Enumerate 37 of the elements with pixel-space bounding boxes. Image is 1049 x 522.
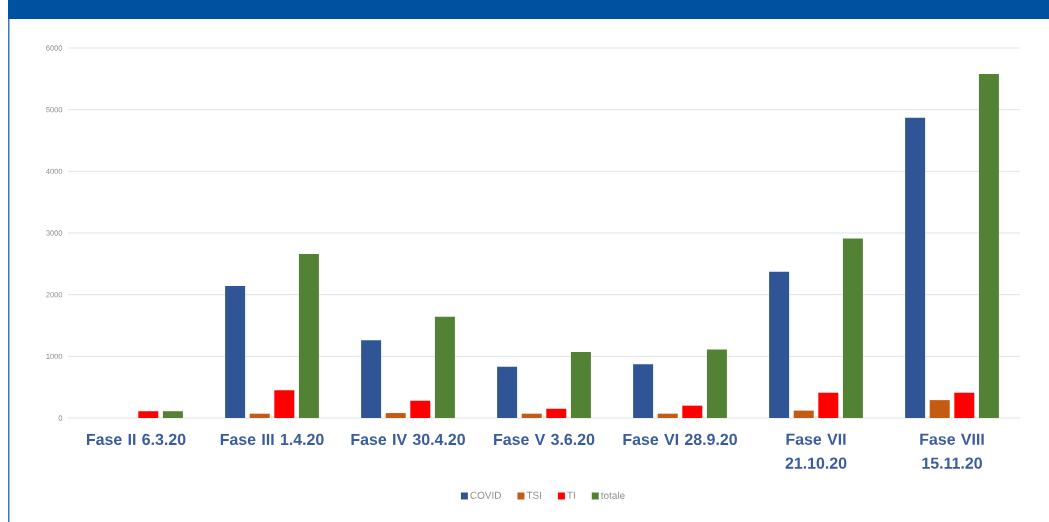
x-tick-label: Fase VII 21.10.20	[785, 433, 847, 469]
legend-label: TI	[567, 491, 575, 499]
bar	[570, 352, 591, 418]
bar	[249, 413, 270, 418]
bar	[954, 392, 975, 418]
x-tick-label: Fase VIII 15.11.20	[920, 433, 984, 469]
x-tick-label: Fase VI 28.9.20	[623, 433, 737, 446]
bar	[905, 117, 926, 418]
bar	[706, 349, 727, 418]
x-tick-label: Fase IV 30.4.20	[351, 433, 465, 446]
legend-label: totale	[600, 491, 625, 499]
bar	[978, 73, 999, 418]
bar	[546, 408, 567, 418]
bar	[361, 340, 382, 418]
bar	[633, 364, 654, 418]
bar	[225, 286, 246, 418]
x-tick-label: Fase V 3.6.20	[494, 433, 595, 446]
legend-label: TSI	[526, 491, 541, 499]
bar	[138, 411, 159, 418]
bar	[769, 271, 790, 418]
legend-label: COVID	[470, 491, 501, 499]
bar	[298, 253, 319, 418]
bar	[929, 400, 950, 418]
bar	[682, 405, 703, 418]
bar	[818, 392, 839, 418]
bar	[793, 410, 814, 418]
x-tick-label: Fase III 1.4.20	[220, 433, 324, 446]
bar	[162, 411, 183, 418]
bar	[657, 413, 678, 418]
bar	[410, 400, 431, 418]
bar	[521, 413, 542, 418]
bar	[274, 390, 295, 418]
bar	[497, 366, 518, 418]
bar	[434, 316, 455, 418]
x-tick-label: Fase II 6.3.20	[87, 433, 186, 446]
bar	[385, 413, 406, 418]
bar	[842, 238, 863, 418]
